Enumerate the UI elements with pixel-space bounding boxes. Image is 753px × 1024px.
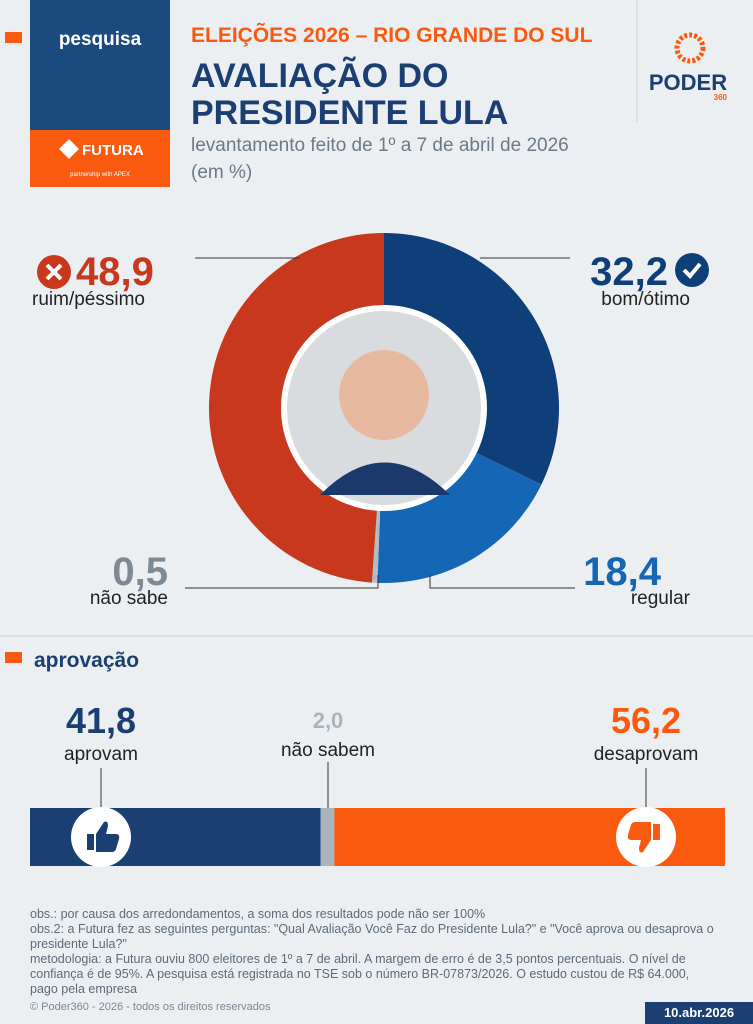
category-label: bom/ótimo <box>601 289 690 310</box>
value-label: 32,2 <box>590 250 668 294</box>
date: 10.abr.2026 <box>645 1002 753 1024</box>
note: obs.: por causa dos arredondamentos, a s… <box>30 907 486 921</box>
category-label: não sabe <box>90 588 168 609</box>
donut-slice <box>371 507 381 583</box>
good-icon <box>675 253 709 287</box>
marker <box>5 32 22 43</box>
donut-slice <box>208 233 384 583</box>
notes: obs.: por causa dos arredondamentos, a s… <box>30 907 720 1015</box>
category-label: não sabem <box>281 740 375 761</box>
category-label: regular <box>631 588 691 609</box>
value-label: 48,9 <box>76 250 154 294</box>
logo-sun <box>674 32 706 64</box>
photo-face <box>339 350 429 440</box>
value-label: 56,2 <box>611 700 681 741</box>
title: AVALIAÇÃO DO PRESIDENTE LULA <box>191 58 508 132</box>
sponsor-box <box>30 130 170 187</box>
good-icon-check <box>682 262 702 279</box>
tag: pesquisa <box>59 29 142 50</box>
marker <box>5 652 22 663</box>
thumb <box>87 821 120 852</box>
leader <box>429 575 575 589</box>
copyright: © Poder360 - 2026 - todos os direitos re… <box>30 1001 271 1013</box>
photo-suit <box>320 462 450 495</box>
value-label: 18,4 <box>583 550 662 594</box>
bar-segment <box>320 808 335 866</box>
note: metodologia: a Futura ouviu 800 eleitore… <box>30 952 690 996</box>
value-label: 2,0 <box>313 708 344 733</box>
category-label: ruim/péssimo <box>32 289 145 310</box>
sponsor: FUTURA <box>82 142 144 159</box>
kicker: ELEIÇÕES 2026 – RIO GRANDE DO SUL <box>191 24 593 47</box>
value-label: 41,8 <box>66 700 136 741</box>
partner: partnership with APEX <box>70 172 130 178</box>
thumb <box>627 822 660 853</box>
leader <box>185 575 379 589</box>
donut-slice <box>377 451 542 583</box>
logo: PODER <box>649 70 727 95</box>
subtitle: levantamento feito de 1º a 7 de abril de… <box>191 135 569 183</box>
bad-icon-x <box>45 263 63 281</box>
category-label: aprovam <box>64 744 138 765</box>
section-title: aprovação <box>34 649 139 672</box>
logo-sub: 360 <box>714 93 728 102</box>
title-line: PRESIDENTE LULA <box>191 94 509 132</box>
title-line: AVALIAÇÃO DO <box>191 57 449 95</box>
note: obs.2: a Futura fez as seguintes pergunt… <box>30 922 714 951</box>
category-label: desaprovam <box>594 744 699 765</box>
value-label: 0,5 <box>112 550 168 594</box>
